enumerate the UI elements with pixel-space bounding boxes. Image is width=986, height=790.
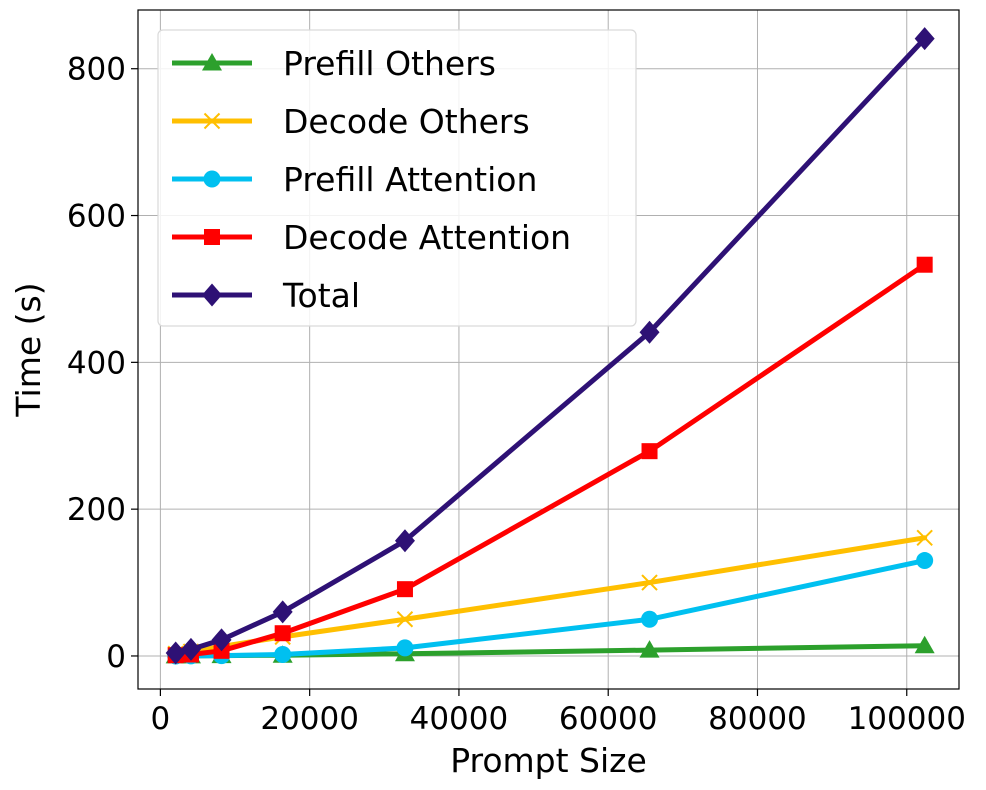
y-tick-label: 600 — [67, 199, 126, 235]
y-tick-label: 800 — [67, 52, 126, 88]
data-point-decode-others — [396, 611, 414, 628]
x-tick-label: 20000 — [260, 701, 359, 737]
marker-stroke — [203, 112, 221, 130]
x-axis: 0 20000 40000 60000 80000 100000 — [151, 689, 966, 737]
data-point-total — [914, 27, 935, 51]
legend-item-decode-others: Decode Others — [172, 102, 530, 141]
legend-item-total: Total — [172, 276, 360, 315]
y-tick-label: 400 — [67, 345, 126, 381]
legend-label-prefill-attention: Prefill Attention — [283, 160, 537, 199]
data-point-total — [272, 600, 293, 624]
marker-stroke — [916, 529, 933, 546]
data-point-total — [639, 320, 660, 344]
data-point-total — [180, 637, 201, 661]
legend-marker-decode-attention — [204, 229, 220, 245]
data-point-total — [165, 641, 186, 665]
data-point-total — [211, 628, 232, 652]
data-point-decode-attention — [641, 443, 658, 460]
data-point-decode-attention — [916, 256, 933, 273]
series-decode-others — [167, 529, 933, 662]
data-point-prefill-attention — [641, 610, 659, 628]
data-point-decode-attention — [396, 581, 413, 598]
series-total — [165, 27, 935, 665]
x-tick-label: 100000 — [848, 701, 966, 737]
y-tick-label: 0 — [106, 639, 126, 675]
legend-label-decode-others: Decode Others — [283, 102, 530, 141]
x-tick-label: 60000 — [559, 701, 658, 737]
data-point-decode-attention — [274, 625, 291, 642]
legend-label-prefill-others: Prefill Others — [283, 44, 496, 83]
x-tick-label: 0 — [151, 701, 171, 737]
data-point-prefill-attention — [916, 552, 934, 570]
legend: Prefill Others Decode Others Prefill Atten… — [157, 29, 637, 327]
data-point-decode-others — [641, 574, 658, 591]
legend-marker-decode-others — [203, 112, 221, 130]
x-axis-label: Prompt Size — [450, 741, 647, 780]
data-point-prefill-others — [639, 640, 660, 658]
marker-stroke — [641, 574, 658, 591]
data-point-prefill-others — [914, 635, 935, 654]
legend-item-prefill-others: Prefill Others — [172, 44, 496, 83]
plot-frame — [137, 9, 960, 690]
legend-marker-total — [202, 283, 222, 307]
data-point-prefill-attention — [396, 639, 414, 657]
legend-marker-prefill-others — [202, 53, 222, 71]
legend-box — [157, 29, 637, 327]
data-point-decode-others — [916, 529, 933, 546]
series-layer — [165, 27, 935, 665]
legend-item-decode-attention: Decode Attention — [172, 218, 571, 257]
legend-label-decode-attention: Decode Attention — [283, 218, 571, 257]
legend-item-prefill-attention: Prefill Attention — [172, 160, 537, 199]
data-point-prefill-attention — [274, 645, 292, 663]
y-axis-label: Time (s) — [9, 282, 48, 417]
data-point-total — [394, 529, 415, 553]
y-tick-label: 200 — [67, 492, 126, 528]
y-axis: 0 200 400 600 800 — [67, 52, 138, 675]
x-tick-label: 80000 — [708, 701, 807, 737]
legend-marker-prefill-attention — [203, 170, 221, 188]
legend-label-total: Total — [282, 276, 360, 315]
x-tick-label: 40000 — [410, 701, 509, 737]
marker-stroke — [396, 611, 414, 628]
